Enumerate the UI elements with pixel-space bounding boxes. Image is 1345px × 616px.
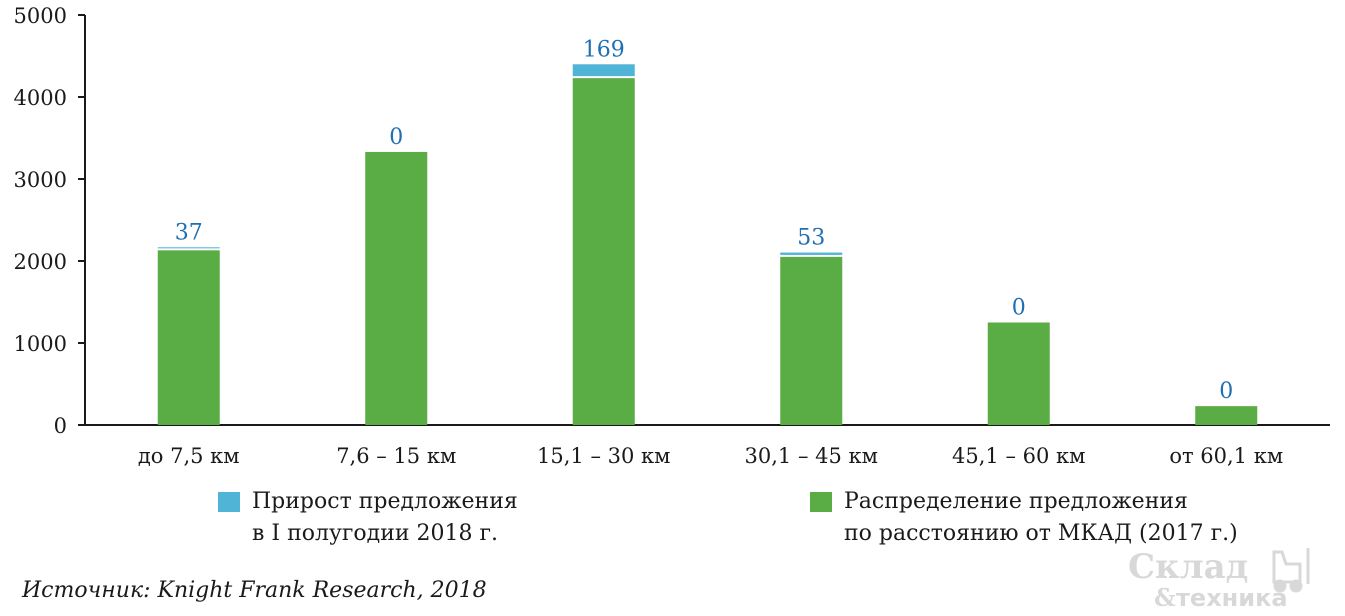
watermark-logo: Склад & техника bbox=[1128, 547, 1310, 612]
bar-distribution bbox=[365, 151, 428, 425]
chart-bars bbox=[157, 64, 1258, 425]
bar-growth bbox=[780, 252, 843, 255]
data-label: 53 bbox=[797, 226, 825, 251]
y-tick-label: 0 bbox=[54, 414, 67, 438]
watermark-line2: техника bbox=[1176, 584, 1288, 612]
legend-label-growth: Прирост предложения в I полугодии 2018 г… bbox=[252, 486, 518, 550]
watermark-line1: Склад bbox=[1128, 547, 1248, 587]
y-tick-label: 3000 bbox=[14, 168, 67, 192]
bar-distribution bbox=[157, 250, 220, 425]
y-tick-label: 1000 bbox=[14, 332, 67, 356]
data-label: 0 bbox=[389, 125, 403, 150]
legend-label-growth-line1: Прирост предложения bbox=[252, 489, 518, 514]
legend-label-growth-line2: в I полугодии 2018 г. bbox=[252, 521, 499, 546]
data-label: 0 bbox=[1012, 296, 1026, 321]
x-tick-label: от 60,1 км bbox=[1169, 444, 1283, 468]
y-tick-label: 4000 bbox=[14, 86, 67, 110]
data-label: 0 bbox=[1219, 379, 1233, 404]
y-tick-label: 2000 bbox=[14, 250, 67, 274]
bar-growth bbox=[157, 247, 220, 249]
chart-axes: 0 1000 2000 3000 4000 5000 bbox=[14, 4, 1330, 438]
watermark-amp: & bbox=[1154, 583, 1176, 612]
legend-label-distribution-line1: Распределение предложения bbox=[844, 489, 1188, 514]
source-note: Источник: Knight Frank Research, 2018 bbox=[22, 578, 487, 603]
legend-label-distribution: Распределение предложения по расстоянию … bbox=[844, 486, 1238, 550]
legend-label-distribution-line2: по расстоянию от МКАД (2017 г.) bbox=[844, 521, 1238, 546]
y-tick-label: 5000 bbox=[14, 4, 67, 28]
forklift-icon bbox=[1272, 548, 1310, 593]
bar-distribution bbox=[780, 256, 843, 425]
bar-chart: 0 1000 2000 3000 4000 5000 37 до 7,5 км 0 7,6 – … bbox=[14, 4, 1330, 468]
bar-distribution bbox=[1195, 406, 1258, 425]
data-label: 37 bbox=[175, 220, 203, 245]
bar-distribution bbox=[572, 78, 635, 425]
legend-swatch-distribution bbox=[810, 492, 832, 512]
legend-swatch-growth bbox=[218, 492, 240, 512]
x-tick-label: 30,1 – 45 км bbox=[745, 444, 878, 468]
x-tick-label: 15,1 – 30 км bbox=[537, 444, 670, 468]
bar-distribution bbox=[987, 322, 1050, 425]
data-label: 169 bbox=[583, 37, 625, 62]
bar-growth bbox=[572, 64, 635, 77]
x-tick-label: до 7,5 км bbox=[138, 444, 240, 468]
x-tick-label: 7,6 – 15 км bbox=[336, 444, 456, 468]
chart-labels: 37 до 7,5 км 0 7,6 – 15 км 169 15,1 – 30 км 53… bbox=[138, 37, 1283, 468]
x-tick-label: 45,1 – 60 км bbox=[952, 444, 1085, 468]
